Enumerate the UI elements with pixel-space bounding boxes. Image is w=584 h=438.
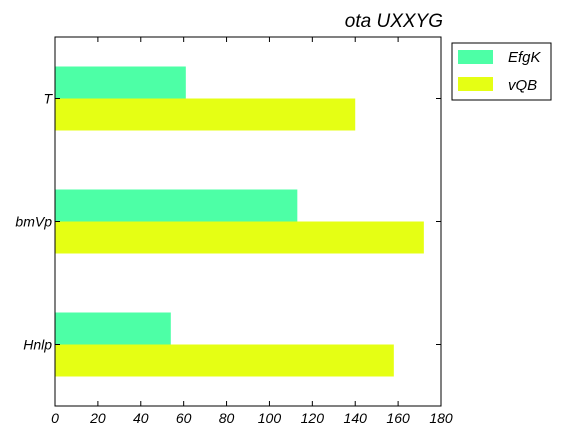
y-tick-label: Hnlp (23, 337, 52, 353)
x-tick-label: 60 (176, 410, 192, 426)
bar-efgk-hnlp (55, 312, 171, 345)
bar-vqb-t (55, 98, 356, 131)
bar-vqb-hnlp (55, 344, 394, 377)
bar-efgk-bmvp (55, 189, 298, 222)
x-tick-label: 20 (89, 410, 106, 426)
legend-swatch-vqb (458, 77, 493, 91)
bars-group (55, 66, 424, 377)
legend: EfgK vQB (451, 42, 552, 101)
legend-label-efgk: EfgK (508, 49, 542, 66)
bar-efgk-t (55, 66, 186, 99)
x-tick-label: 40 (133, 410, 149, 426)
x-tick-label: 160 (386, 410, 410, 426)
x-tick-label: 80 (219, 410, 235, 426)
x-tick-label: 120 (301, 410, 325, 426)
x-tick-label: 0 (51, 410, 59, 426)
bar-vqb-bmvp (55, 221, 424, 254)
x-tick-label: 180 (429, 410, 453, 426)
x-tick-label: 140 (344, 410, 368, 426)
x-tick-label: 100 (258, 410, 282, 426)
chart-title: ota UXXYG (345, 11, 443, 32)
legend-swatch-efgk (458, 50, 493, 64)
legend-label-vqb: vQB (508, 77, 537, 94)
y-tick-label: bmVp (15, 214, 52, 230)
y-tick-label: T (43, 91, 53, 107)
